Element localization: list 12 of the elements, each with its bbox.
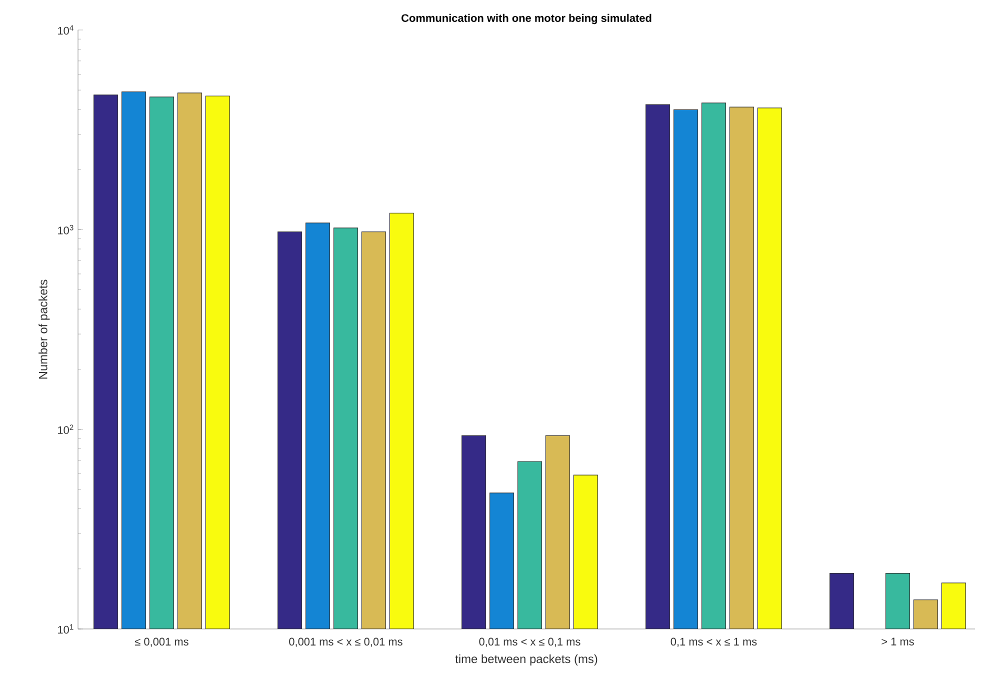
x-axis-title: time between packets (ms): [455, 654, 598, 666]
chart-title: Communication with one motor being simulated: [402, 14, 652, 24]
x-tick-label: 0,01 ms < x ≤ 0,1 ms: [479, 638, 580, 647]
y-tick-label: 10$^{3}$: [58, 224, 74, 234]
x-tick-label: 0,001 ms < x ≤ 0,01 ms: [289, 638, 402, 647]
x-tick-label: > 1 ms: [882, 638, 914, 646]
y-tick-label: 10$^{4}$: [58, 25, 74, 35]
y-tick-label: 10$^{1}$: [58, 624, 74, 634]
y-tick-label: 10$^{2}$: [58, 424, 74, 434]
y-axis-title: Number of packets: [38, 280, 50, 379]
x-tick-label: ≤ 0,001 ms: [135, 638, 188, 647]
x-tick-label: 0,1 ms < x ≤ 1 ms: [670, 638, 757, 647]
